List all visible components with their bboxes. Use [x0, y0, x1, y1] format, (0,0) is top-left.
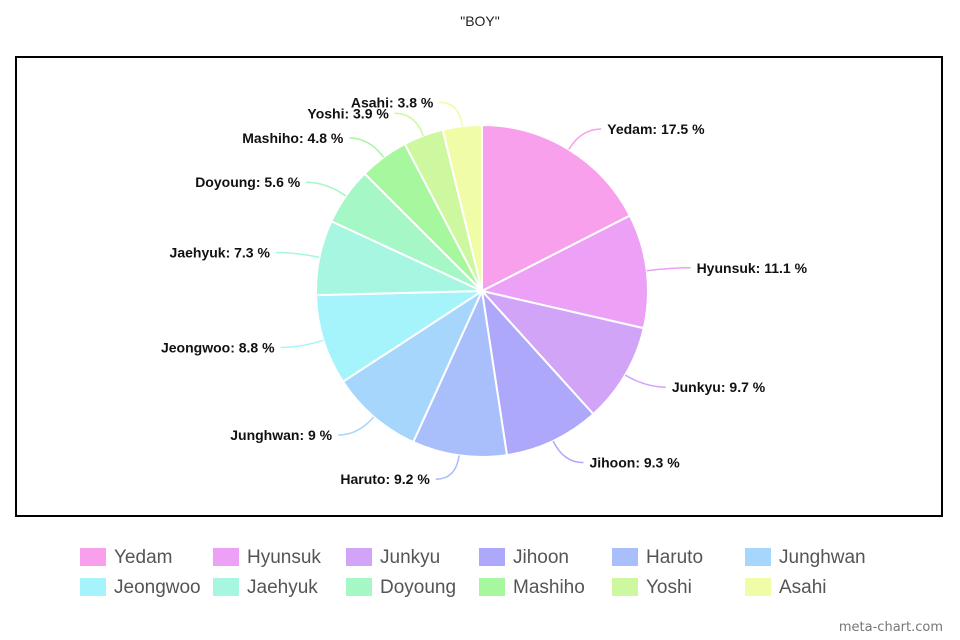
leader-line-yedam [568, 128, 602, 150]
pie-slice-yedam [481, 123, 632, 293]
legend-label: Jeongwoo [114, 577, 201, 598]
leader-line-mashiho [349, 137, 385, 158]
legend-swatch [612, 548, 638, 566]
leader-line-jeongwoo [280, 339, 324, 349]
pie-slice-jeongwoo [315, 289, 486, 384]
legend-label: Jaehyuk [247, 577, 318, 598]
data-label-yedam: Yedam: 17.5 % [607, 121, 705, 137]
data-label-jaehyuk: Jaehyuk: 7.3 % [170, 244, 271, 260]
legend-swatch [745, 578, 771, 596]
legend-label: Haruto [646, 547, 704, 568]
legend-swatch [346, 548, 372, 566]
legend-label: Junkyu [380, 547, 441, 568]
legend-label: Hyunsuk [247, 547, 321, 568]
leader-line-jaehyuk [275, 251, 320, 259]
legend-label: Yoshi [646, 577, 692, 598]
legend-label: Yedam [114, 547, 173, 568]
pie-slice-junghwan [341, 288, 485, 444]
legend-swatch [479, 578, 505, 596]
data-label-hyunsuk: Hyunsuk: 11.1 % [697, 260, 808, 276]
leader-line-jihoon [552, 440, 584, 464]
pie-slice-haruto [411, 287, 509, 458]
data-label-junkyu: Junkyu: 9.7 % [672, 379, 766, 395]
data-label-junghwan: Junghwan: 9 % [230, 427, 332, 443]
legend-swatch [213, 548, 239, 566]
data-label-haruto: Haruto: 9.2 % [340, 471, 430, 487]
legend-label: Junghwan [779, 547, 866, 568]
leader-line-yoshi [394, 112, 425, 136]
watermark: meta-chart.com [838, 620, 943, 635]
leader-line-asahi [439, 101, 463, 127]
leader-line-junghwan [338, 416, 375, 436]
pie-chart: Yedam: 17.5 % Hyunsuk: 11.1 % Junkyu: 9.7 … [161, 94, 808, 487]
legend-swatch [612, 578, 638, 596]
chart-frame: Yedam: 17.5 % Hyunsuk: 11.1 % Junkyu: 9.7 … [15, 56, 943, 517]
data-label-jeongwoo: Jeongwoo: 8.8 % [161, 339, 275, 355]
legend-swatch [745, 548, 771, 566]
leader-line-junkyu [624, 374, 666, 388]
data-label-mashiho: Mashiho: 4.8 % [242, 130, 344, 146]
pie-slice-junkyu [479, 289, 645, 416]
leader-line-doyoung [306, 181, 347, 197]
data-label-jihoon: Jihoon: 9.3 % [589, 455, 680, 471]
data-label-asahi: Asahi: 3.8 % [351, 94, 434, 110]
legend-swatch [346, 578, 372, 596]
data-label-doyoung: Doyoung: 5.6 % [195, 174, 301, 190]
chart-title: "BOY" [460, 13, 500, 29]
pie-slice-jihoon [480, 287, 595, 457]
data-label-yoshi: Yoshi: 3.9 % [307, 105, 389, 121]
legend-label: Mashiho [513, 577, 585, 598]
legend-label: Jihoon [513, 547, 569, 568]
leader-line-haruto [435, 455, 460, 480]
leader-line-hyunsuk [646, 267, 691, 272]
legend-label: Doyoung [380, 577, 457, 598]
legend-swatch [80, 548, 106, 566]
legend-swatch [213, 578, 239, 596]
legend-swatch [479, 548, 505, 566]
legend-swatch [80, 578, 106, 596]
legend-label: Asahi [779, 577, 827, 598]
